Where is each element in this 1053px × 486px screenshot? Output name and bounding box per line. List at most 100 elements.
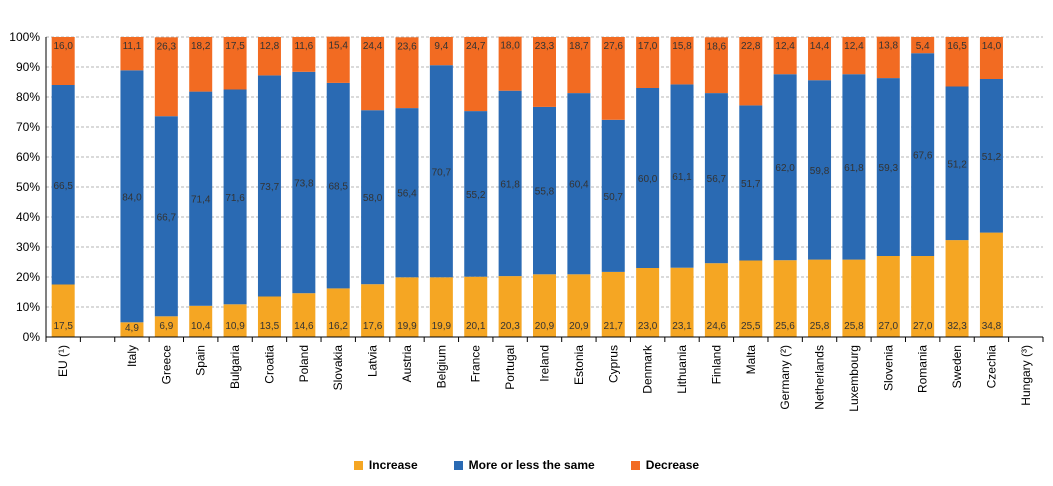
- data-label: 19,9: [432, 321, 452, 332]
- bar-segment: [876, 256, 900, 337]
- bar-segment: [704, 93, 728, 264]
- bar-segment: [911, 37, 935, 54]
- data-label: 20,1: [466, 321, 486, 332]
- stacked-bar-chart: 17,5 66,5 16,0 4,9 84,0 11,1 6,9 66,7 26,3 10,4 71…: [9, 30, 1044, 412]
- bar-segment: [911, 53, 935, 257]
- bar-segment: [636, 268, 660, 337]
- data-label: 11,6: [294, 41, 313, 52]
- data-label: 51,2: [947, 159, 967, 170]
- x-category-label: Denmark: [641, 344, 655, 394]
- data-label: 14,0: [982, 41, 1002, 52]
- bar-segment: [361, 37, 385, 111]
- x-category-label: EU (¹): [56, 345, 70, 377]
- data-label: 34,8: [982, 321, 1002, 332]
- bar-segment: [636, 88, 660, 268]
- data-label: 51,2: [982, 152, 1002, 163]
- data-label: 6,9: [159, 321, 173, 332]
- data-label: 73,7: [260, 182, 280, 193]
- bar-segment: [223, 89, 247, 305]
- data-label: 56,4: [397, 189, 417, 200]
- data-label: 11,1: [123, 41, 142, 52]
- data-label: 66,5: [53, 181, 73, 192]
- x-category-label: Spain: [194, 345, 208, 376]
- data-label: 51,7: [741, 179, 761, 190]
- bar-segment: [498, 36, 522, 91]
- x-category-label: Slovenia: [881, 345, 895, 391]
- bar-segment: [257, 75, 281, 297]
- bar-segment: [154, 37, 178, 117]
- x-category-label: Portugal: [503, 345, 517, 390]
- data-label: 25,8: [810, 321, 830, 332]
- bar-segment: [945, 37, 969, 87]
- bar-segment: [498, 90, 522, 277]
- x-category-label: Romania: [916, 345, 930, 393]
- data-label: 18,7: [569, 41, 589, 52]
- bar-segment: [704, 263, 728, 337]
- bar-segment: [326, 82, 350, 289]
- bar-segment: [842, 259, 866, 337]
- data-label: 27,0: [913, 321, 933, 332]
- x-category-label: Greece: [159, 345, 173, 385]
- data-label: 24,6: [707, 321, 727, 332]
- bar-segment: [429, 65, 453, 278]
- data-label: 12,4: [775, 41, 795, 52]
- bar-segment: [120, 322, 144, 337]
- data-label: 18,6: [707, 41, 727, 52]
- data-label: 22,8: [741, 41, 761, 52]
- bar-segment: [808, 37, 832, 81]
- bar-segment: [945, 86, 969, 241]
- data-label: 68,5: [328, 182, 348, 193]
- data-label: 27,0: [879, 321, 899, 332]
- bar-segment: [51, 37, 75, 85]
- axes: [45, 37, 1044, 342]
- bar-segment: [223, 304, 247, 337]
- x-category-label: Hungary (³): [1019, 345, 1033, 406]
- legend-swatch-increase: [353, 460, 363, 470]
- bar-segment: [464, 111, 488, 277]
- data-label: 18,0: [500, 41, 520, 52]
- bar-segment: [567, 274, 591, 337]
- bar-segment: [773, 260, 797, 337]
- bar-segment: [292, 71, 316, 294]
- bar-segment: [670, 267, 694, 337]
- x-category-label: Czechia: [984, 345, 998, 389]
- data-label: 24,7: [466, 41, 486, 52]
- data-label: 25,6: [775, 321, 795, 332]
- data-label: 17,5: [53, 321, 73, 332]
- data-label: 23,0: [638, 321, 658, 332]
- data-label: 24,4: [363, 41, 383, 52]
- bar-segment: [567, 37, 591, 94]
- data-label: 10,9: [225, 321, 245, 332]
- bar-segment: [601, 271, 625, 337]
- data-label: 25,8: [844, 321, 864, 332]
- y-tick-label: 0%: [23, 330, 41, 344]
- y-tick-label: 20%: [16, 270, 40, 284]
- bar-segment: [636, 37, 660, 88]
- data-label: 23,1: [672, 321, 692, 332]
- data-label: 20,3: [500, 321, 520, 332]
- data-label: 60,0: [638, 174, 658, 185]
- bar-segment: [395, 108, 419, 278]
- bar-segment: [429, 277, 453, 337]
- bar-segment: [120, 37, 144, 71]
- data-label: 13,5: [260, 321, 280, 332]
- legend-swatch-same: [453, 460, 463, 470]
- data-label: 62,0: [775, 163, 795, 174]
- bar-segment: [979, 232, 1003, 337]
- bar-segment: [739, 105, 763, 261]
- bar-segment: [51, 284, 75, 337]
- data-label: 56,7: [707, 174, 727, 185]
- bar-segment: [773, 74, 797, 261]
- bar-segment: [601, 119, 625, 272]
- y-tick-label: 40%: [16, 210, 40, 224]
- data-label: 20,9: [569, 321, 589, 332]
- bar-segment: [739, 37, 763, 106]
- x-category-label: Bulgaria: [228, 345, 242, 389]
- bar-segment: [842, 37, 866, 75]
- legend-label-increase: Increase: [368, 458, 418, 472]
- data-label: 59,3: [879, 163, 899, 174]
- x-category-label: Lithuania: [675, 345, 689, 394]
- bar-segment: [326, 288, 350, 337]
- data-label: 14,4: [810, 41, 830, 52]
- x-category-label: Slovakia: [331, 345, 345, 391]
